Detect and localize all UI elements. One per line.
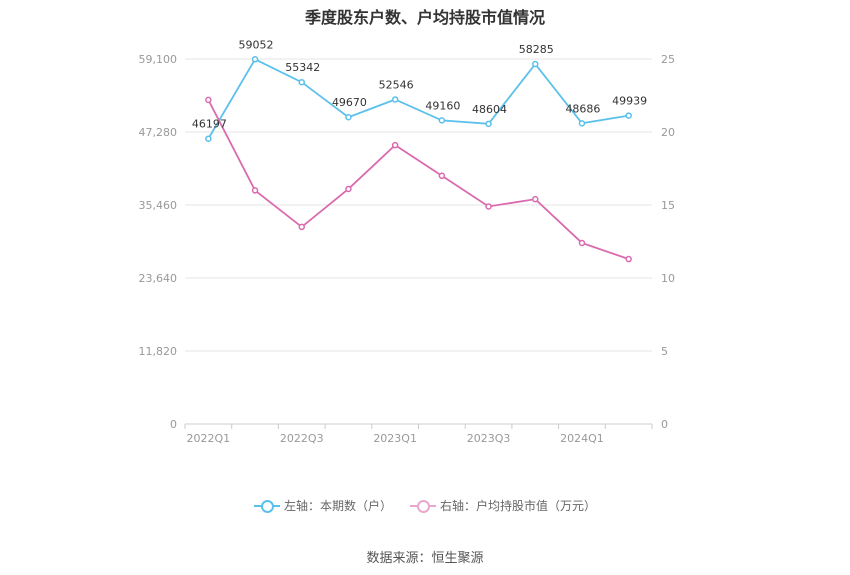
legend-line-marker-icon [410,499,436,513]
data-label: 49160 [425,99,460,112]
right-axis-tick-label: 10 [661,272,675,285]
left-axis-tick-label: 47,280 [139,126,178,139]
data-labels: 46197 59052 55342 49670 52546 49160 48604 58285… [192,38,647,130]
right-axis-tick-label: 20 [661,126,675,139]
chart-title: 季度股东户数、户均持股市值情况 [304,8,545,27]
point-holders [485,120,492,128]
data-label: 46197 [192,118,227,131]
left-axis-tick-label: 0 [170,418,177,431]
point-holders [578,120,586,127]
data-label: 52546 [379,78,414,91]
legend-item-holders[interactable]: 左轴：本期数（户） [253,497,392,514]
x-axis-tick-label: 2022Q1 [187,432,231,445]
point-avg-value [391,141,399,149]
data-label: 48604 [472,103,507,116]
data-source: 数据来源：恒生聚源 [366,551,484,566]
data-label: 59052 [239,38,274,51]
x-axis-tick-label: 2024Q1 [560,432,604,445]
right-axis-tick-label: 25 [661,53,675,66]
point-avg-value [438,172,446,180]
series-line-holders [207,58,629,140]
right-axis-tick-label: 5 [661,345,668,358]
point-holders [438,117,446,124]
point-holders [625,112,632,119]
data-label: 49939 [612,95,647,108]
series-line-avg-value [207,99,629,260]
left-axis-tick-label: 35,460 [139,199,178,212]
data-label: 55342 [285,61,320,74]
point-avg-value [578,239,586,247]
legend-label-avg-value: 右轴：户均持股市值（万元） [440,499,597,513]
x-axis-tick-label: 2023Q1 [373,432,417,445]
point-holders [251,56,259,63]
legend: 左轴：本期数（户） 右轴：户均持股市值（万元） [0,497,850,514]
data-label: 58285 [519,43,554,56]
data-label: 48686 [565,102,600,115]
x-axis-tick-label: 2022Q3 [280,432,324,445]
point-avg-value [345,185,352,193]
right-axis-tick-label: 0 [661,418,668,431]
point-holders [345,113,352,121]
point-holders [532,60,539,68]
point-avg-value [485,203,492,210]
left-axis-tick-label: 59,100 [139,53,178,66]
left-axis-tick-label: 11,820 [139,345,178,358]
series [205,56,632,263]
legend-line-marker-icon [253,499,280,513]
point-avg-value [298,223,305,231]
point-holders [205,135,212,142]
left-axis-tick-label: 23,640 [139,272,178,285]
point-avg-value [532,195,539,203]
point-avg-value [205,96,212,104]
point-avg-value [625,255,632,263]
axes: 0 0 11,820 5 23,640 10 35,460 15 47,280 20 59,100 2… [139,53,676,445]
right-axis-tick-label: 15 [661,199,675,212]
data-label: 49670 [332,96,367,109]
point-avg-value [251,187,259,194]
legend-item-avg-value[interactable]: 右轴：户均持股市值（万元） [410,497,596,514]
x-axis-tick-label: 2023Q3 [467,432,511,445]
point-holders [298,78,305,86]
legend-label-holders: 左轴：本期数（户） [283,499,392,513]
point-holders [391,96,399,103]
